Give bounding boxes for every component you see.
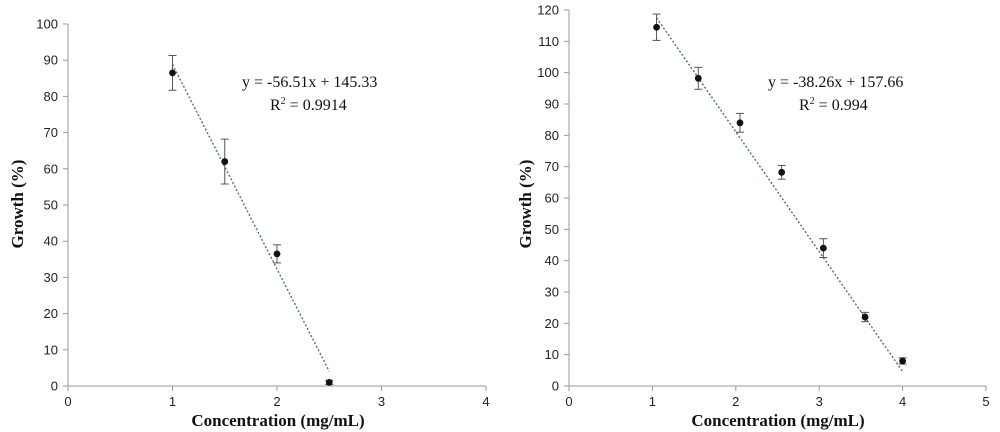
chart-right-y-tick-label: 10	[545, 347, 559, 362]
chart-left: 0 10 20 30 40 50 60 70 80 90 100 0 1 2 3 4 y = -56.51x …	[8, 17, 490, 431]
chart-right: 0 10 20 30 40 50 60 70 80 90 100 110 120 0 1 2 3 4 5 y = -…	[516, 3, 990, 431]
chart-right-data-point	[861, 313, 869, 321]
chart-left-x-tick-label: 4	[482, 394, 489, 409]
chart-left-y-tick-label: 0	[51, 379, 58, 394]
chart-right-y-tick-label: 100	[537, 65, 559, 80]
chart-right-x-tick-label: 0	[565, 394, 572, 409]
chart-left-data-point	[325, 378, 333, 386]
chart-left-y-tick-label: 90	[44, 53, 58, 68]
chart-left-data-point	[169, 69, 176, 77]
chart-right-equation: y = -38.26x + 157.66	[768, 74, 903, 91]
chart-right-r2-value: = 0.994	[815, 97, 868, 114]
chart-right-x-tick-label: 5	[982, 394, 989, 409]
chart-left-y-tick-label: 60	[44, 161, 58, 176]
chart-right-y-tick-label: 40	[545, 253, 559, 268]
chart-left-data-point	[273, 250, 281, 258]
chart-left-marks: 0 10 20 30 40 50 60 70 80 90 100 0 1 2 3 4	[36, 17, 489, 410]
chart-right-y-tick-label: 110	[538, 34, 559, 49]
chart-left-y-tick-label: 40	[44, 234, 58, 249]
chart-left-r2-value: = 0.9914	[286, 97, 347, 114]
chart-right-x-tick-label: 4	[899, 394, 906, 409]
chart-left-y-axis-title: Growth (%)	[8, 160, 27, 249]
chart-left-trendline	[171, 64, 330, 372]
chart-right-data-point	[819, 244, 827, 252]
chart-left-x-tick-label: 2	[273, 394, 280, 409]
chart-right-y-axis-title: Growth (%)	[516, 160, 535, 249]
chart-right-y-tick-label: 60	[545, 191, 559, 206]
chart-right-y-tick-label: 120	[537, 3, 559, 18]
chart-left-y-tick-label: 50	[44, 198, 58, 213]
chart-right-x-tick-label: 1	[649, 394, 656, 409]
chart-right-y-tick-label: 20	[545, 316, 559, 331]
chart-left-x-tick-label: 0	[64, 394, 71, 409]
chart-right-data-point	[653, 23, 660, 31]
chart-right-y-tick-label: 30	[545, 285, 559, 300]
chart-left-y-tick-label: 100	[36, 17, 58, 32]
chart-right-r2: R2 = 0.994	[799, 96, 868, 114]
chart-left-y-tick-label: 10	[44, 342, 58, 357]
chart-left-x-tick-label: 1	[169, 394, 176, 409]
chart-left-r2-exponent: 2	[281, 96, 286, 107]
chart-left-y-tick-label: 30	[44, 270, 58, 285]
chart-right-y-tick-label: 90	[545, 97, 559, 112]
chart-right-data-point	[736, 119, 744, 127]
chart-left-r2: R2 = 0.9914	[270, 96, 347, 114]
chart-left-y-tick-label: 70	[44, 125, 58, 140]
chart-right-x-tick-label: 3	[816, 394, 823, 409]
chart-right-data-point	[899, 357, 906, 365]
chart-right-x-tick-label: 2	[732, 394, 739, 409]
chart-right-y-tick-label: 0	[552, 379, 559, 394]
chart-right-y-tick-label: 80	[545, 128, 559, 143]
chart-left-x-tick-label: 3	[378, 394, 385, 409]
chart-left-equation: y = -56.51x + 145.33	[242, 74, 377, 91]
chart-right-data-point	[778, 168, 786, 176]
chart-right-x-axis-title: Concentration (mg/mL)	[691, 411, 864, 430]
chart-left-x-axis-title: Concentration (mg/mL)	[191, 411, 364, 430]
chart-right-y-tick-label: 50	[545, 222, 559, 237]
chart-left-r2-prefix: R	[270, 97, 281, 114]
chart-left-y-tick-label: 80	[44, 89, 58, 104]
chart-right-y-tick-label: 70	[545, 159, 559, 174]
chart-left-y-tick-label: 20	[44, 306, 58, 321]
chart-right-data-point	[694, 74, 702, 82]
chart-right-r2-exponent: 2	[810, 96, 815, 107]
chart-right-marks: 0 10 20 30 40 50 60 70 80 90 100 110 120 0 1 2 3 4 5	[537, 3, 989, 410]
chart-right-r2-prefix: R	[799, 97, 810, 114]
chart-left-data-point	[221, 158, 229, 165]
